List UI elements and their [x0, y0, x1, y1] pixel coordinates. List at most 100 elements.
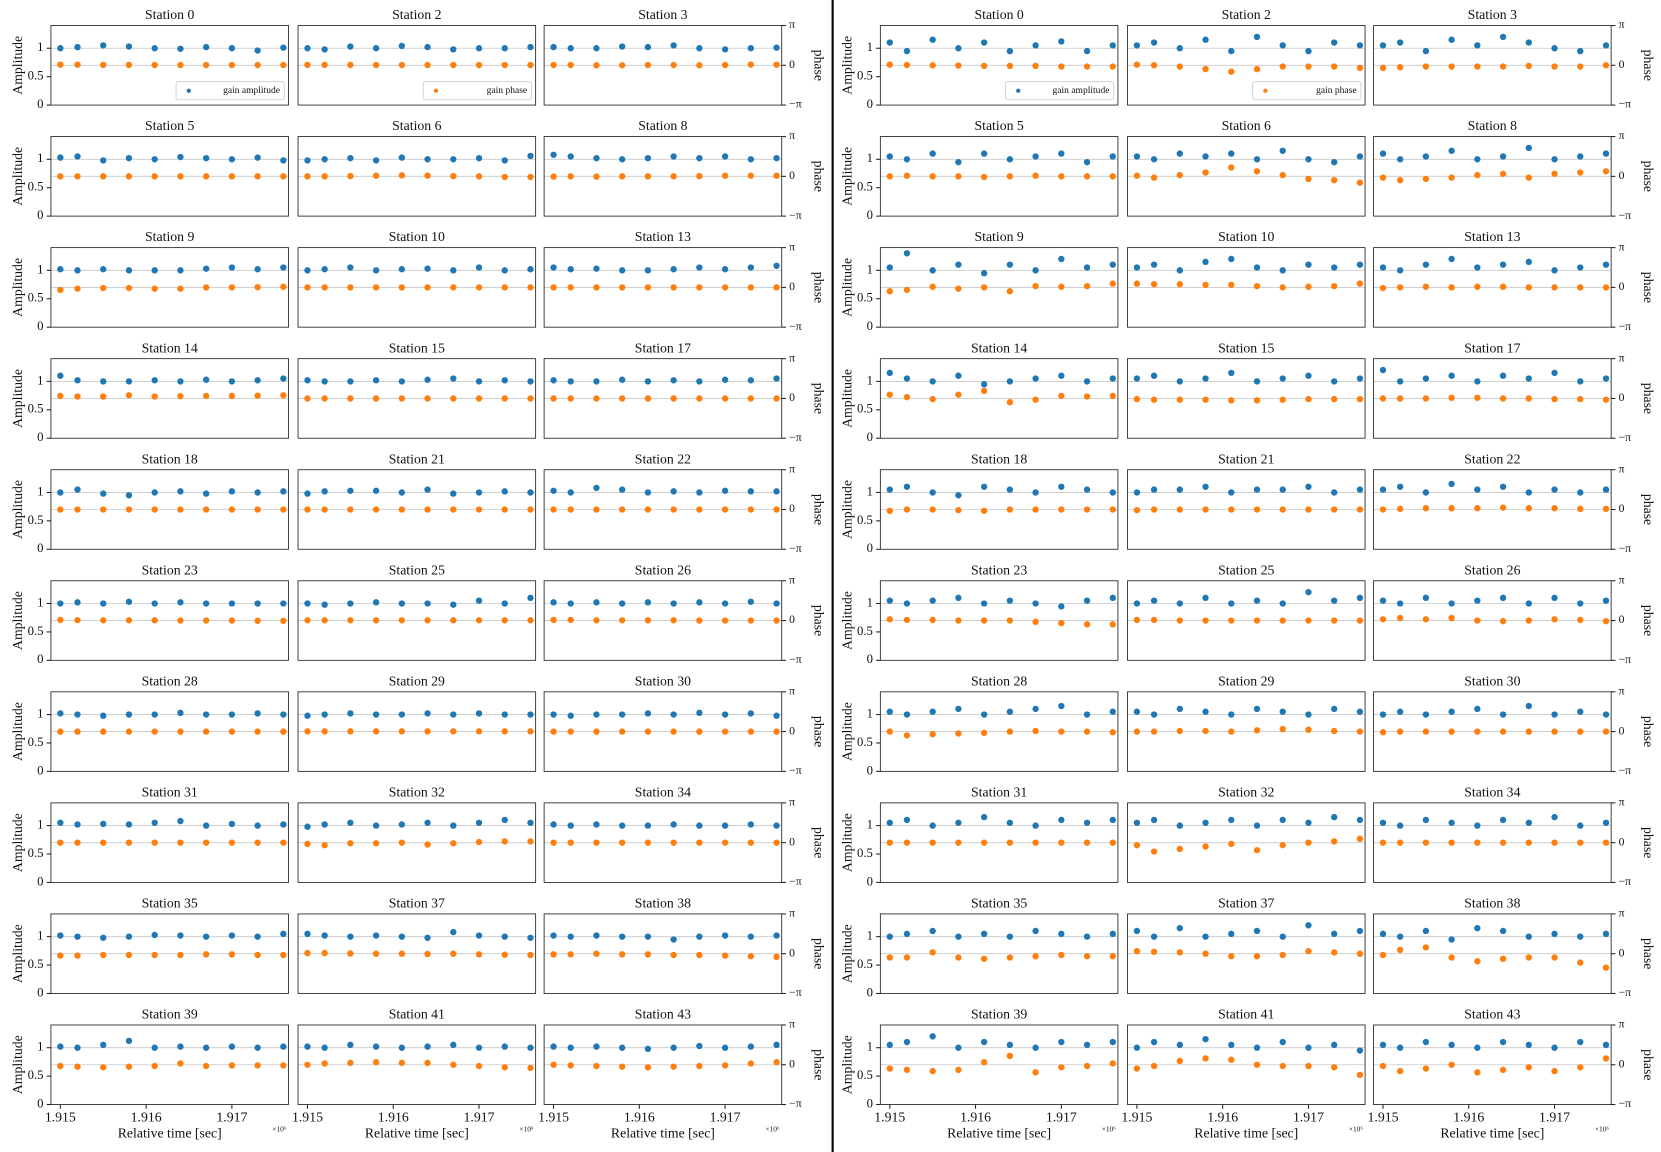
data-point — [1448, 480, 1455, 488]
data-point — [1150, 486, 1158, 493]
data-point — [1228, 930, 1235, 937]
data-point — [1058, 839, 1065, 846]
data-point — [1356, 486, 1364, 493]
data-point — [1133, 616, 1141, 624]
data-point — [1109, 708, 1116, 715]
data-point — [1109, 375, 1116, 382]
data-point — [424, 61, 431, 69]
data-point — [618, 1044, 626, 1051]
data-point — [567, 951, 574, 958]
data-point — [1422, 839, 1430, 846]
data-point — [1525, 933, 1532, 940]
data-point — [1525, 39, 1532, 46]
data-point — [1396, 483, 1404, 490]
data-point — [1448, 284, 1455, 291]
y-axis-label: Amplitude — [840, 480, 855, 539]
data-point — [125, 839, 133, 846]
y-tick-label: 0 — [867, 763, 873, 777]
data-point — [550, 43, 557, 51]
data-point — [644, 173, 652, 180]
data-point — [1448, 839, 1455, 846]
data-point — [1331, 597, 1338, 604]
data-point — [1448, 708, 1455, 715]
data-point — [929, 283, 936, 290]
data-point — [567, 839, 574, 846]
y2-tick-label: −π — [789, 320, 802, 333]
data-point — [1356, 395, 1364, 403]
axes-frame — [879, 802, 1119, 883]
data-point — [721, 839, 729, 846]
data-point — [1422, 283, 1430, 290]
data-point — [100, 266, 107, 273]
data-point — [773, 600, 780, 607]
x-tick-label: 1.916 — [624, 1109, 655, 1124]
axes-frame — [1127, 691, 1366, 772]
data-point — [424, 728, 431, 735]
data-point — [372, 45, 380, 52]
data-point — [1499, 153, 1507, 160]
data-point — [1083, 953, 1091, 960]
data-point — [1133, 489, 1141, 496]
subplot-title: Station 43 — [1464, 1007, 1520, 1022]
data-point — [1396, 1044, 1404, 1051]
y-tick-label: 1 — [37, 706, 43, 720]
data-point — [747, 506, 755, 513]
data-point — [304, 45, 311, 52]
data-point — [74, 506, 81, 513]
data-point — [567, 284, 574, 291]
data-point — [527, 266, 534, 273]
data-point — [347, 506, 354, 513]
data-point — [1202, 727, 1209, 735]
data-point — [1083, 506, 1091, 513]
data-point — [1525, 839, 1532, 846]
data-point — [1331, 813, 1338, 821]
data-point — [1279, 506, 1286, 513]
data-point — [1150, 848, 1158, 855]
data-point — [1176, 1041, 1183, 1049]
data-point — [550, 821, 557, 828]
data-point — [254, 266, 261, 273]
subplot-title: Station 10 — [389, 229, 445, 244]
data-point — [670, 266, 677, 273]
data-point — [1202, 819, 1209, 826]
data-point — [1058, 619, 1065, 627]
data-point — [177, 392, 184, 400]
data-point — [1253, 953, 1261, 960]
data-point — [955, 617, 962, 624]
data-point — [527, 594, 534, 602]
data-point — [527, 711, 534, 718]
data-point — [177, 1043, 184, 1050]
data-point — [1577, 153, 1584, 160]
data-point — [1228, 489, 1235, 496]
data-point — [1602, 396, 1610, 403]
data-point — [618, 1063, 626, 1070]
data-point — [450, 506, 457, 513]
data-point — [1202, 396, 1209, 403]
data-point — [398, 284, 406, 291]
data-point — [1176, 171, 1183, 179]
data-point — [1396, 614, 1404, 622]
data-point — [372, 840, 380, 847]
axes-frame — [297, 136, 537, 217]
y-tick-label: 0.5 — [857, 957, 873, 971]
y-axis-label: Amplitude — [840, 591, 855, 650]
data-point — [773, 172, 780, 179]
data-point — [398, 933, 406, 940]
data-point — [550, 951, 557, 958]
data-point — [254, 728, 261, 735]
data-point — [1551, 170, 1558, 177]
data-point — [202, 265, 210, 272]
data-point — [372, 377, 380, 384]
data-point — [321, 378, 328, 385]
data-point — [1422, 375, 1430, 382]
data-point — [527, 43, 534, 51]
data-point — [1602, 375, 1610, 382]
data-point — [1577, 933, 1584, 940]
data-point — [955, 506, 962, 514]
y2-tick-label: −π — [1619, 875, 1632, 888]
subplot-title: Station 6 — [1222, 118, 1271, 133]
y-tick-label: 1 — [37, 595, 43, 609]
data-point — [304, 377, 311, 384]
